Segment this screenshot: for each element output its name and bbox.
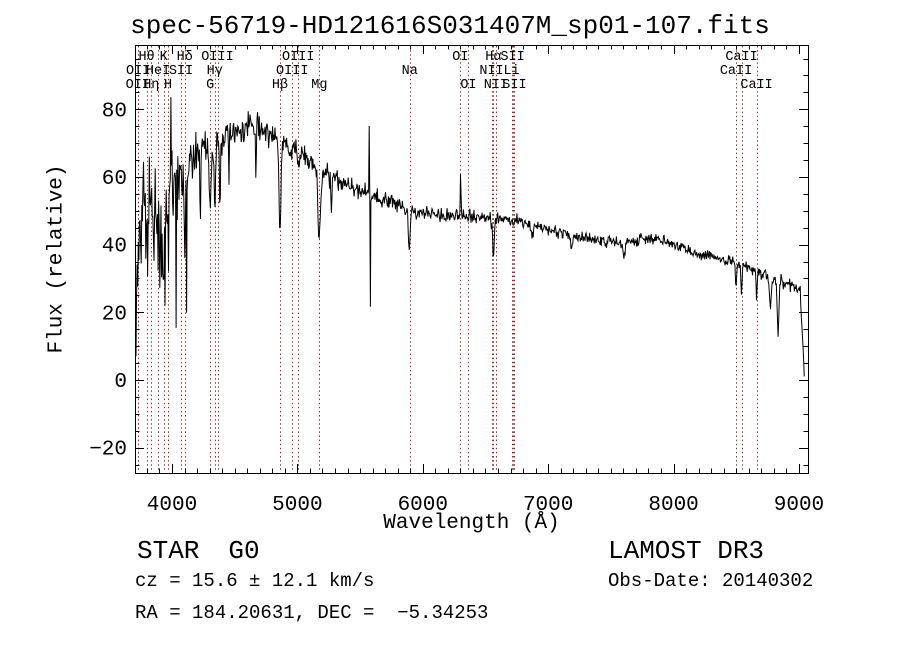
svg-text:CaII: CaII <box>725 50 757 65</box>
svg-text:NII: NII <box>479 64 503 79</box>
svg-text:Hδ: Hδ <box>177 50 193 65</box>
cz-value-line: cz = 15.6 ± 12.1 km/s <box>135 570 375 592</box>
svg-text:0: 0 <box>114 371 127 394</box>
svg-text:Mg: Mg <box>311 78 327 93</box>
svg-text:K: K <box>160 50 169 65</box>
svg-text:CaII: CaII <box>740 78 772 93</box>
object-subclass: G0 <box>228 536 260 566</box>
svg-text:7000: 7000 <box>523 494 573 517</box>
svg-text:9000: 9000 <box>774 494 824 517</box>
ra-dec-line: RA = 184.20631, DEC = −5.34253 <box>135 602 489 624</box>
svg-text:Hγ: Hγ <box>207 64 223 79</box>
svg-text:OIII: OIII <box>201 50 233 65</box>
svg-text:OII: OII <box>126 64 150 79</box>
svg-text:OII: OII <box>126 78 150 93</box>
x-axis-title: Wavelength (Å) <box>383 512 560 535</box>
obs-date-line: Obs-Date: 20140302 <box>608 570 814 592</box>
svg-text:H: H <box>164 78 172 93</box>
svg-text:OIII: OIII <box>276 64 308 79</box>
svg-text:4000: 4000 <box>147 494 197 517</box>
svg-text:OI: OI <box>460 78 476 93</box>
svg-text:SII: SII <box>502 78 526 93</box>
svg-text:6000: 6000 <box>398 494 448 517</box>
svg-text:80: 80 <box>102 100 127 123</box>
svg-text:OIII: OIII <box>282 50 314 65</box>
svg-text:40: 40 <box>102 236 127 259</box>
svg-text:G: G <box>206 78 214 93</box>
svg-text:8000: 8000 <box>648 494 698 517</box>
svg-text:Hη: Hη <box>143 78 159 93</box>
svg-text:NII: NII <box>484 78 508 93</box>
survey-release-label: LAMOST DR3 <box>608 536 765 566</box>
object-class: STAR <box>137 536 200 566</box>
svg-text:Na: Na <box>402 64 418 79</box>
svg-text:Hα: Hα <box>485 50 501 65</box>
plot-title: spec-56719-HD121616S031407M_sp01-107.fit… <box>130 11 770 41</box>
svg-text:OI: OI <box>452 50 468 65</box>
svg-text:Li: Li <box>503 64 519 79</box>
y-axis-title: Flux (relative) <box>45 164 69 354</box>
svg-text:SII: SII <box>169 64 193 79</box>
svg-text:60: 60 <box>102 168 127 191</box>
svg-text:SII: SII <box>500 50 524 65</box>
svg-text:5000: 5000 <box>272 494 322 517</box>
svg-text:20: 20 <box>102 303 127 326</box>
svg-text:Hθ: Hθ <box>139 50 155 65</box>
object-class-line: STAR G0 <box>137 536 260 566</box>
svg-text:HeI: HeI <box>146 64 170 79</box>
svg-text:CaII: CaII <box>720 64 752 79</box>
svg-text:−20: −20 <box>89 439 127 462</box>
svg-text:Hβ: Hβ <box>272 78 288 93</box>
